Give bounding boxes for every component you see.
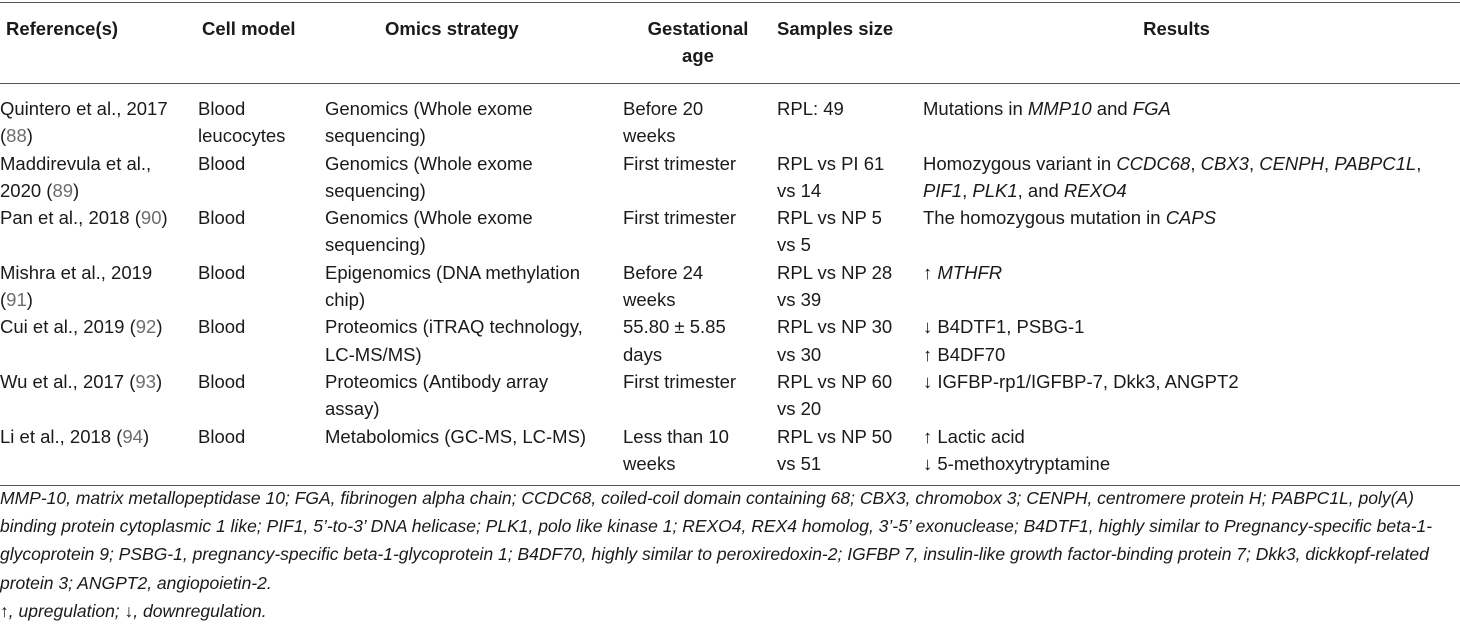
- cell-model-cell: Blood leucocytes: [198, 98, 286, 147]
- header-gestational-age: Gestational age: [623, 2, 773, 84]
- gestational-cell: Before 20 weeks: [623, 98, 704, 147]
- omics-cell: Epigenomics (DNA methylation chip): [325, 261, 580, 311]
- samples-cell: RPL: 49: [777, 98, 844, 119]
- results-cell: Homozygous variant in CCDC68, CBX3, CENP…: [923, 152, 1422, 201]
- gestational-cell: First trimester: [623, 152, 737, 174]
- gestational-cell: 55.80 ± 5.85 days: [623, 316, 726, 365]
- reference-cell: Mishra et al., 2019 (91): [0, 261, 153, 311]
- header-reference: Reference(s): [0, 2, 196, 84]
- reference-link[interactable]: 88: [6, 125, 27, 147]
- reference-link[interactable]: 93: [135, 370, 156, 392]
- gestational-cell: Before 24 weeks: [623, 261, 704, 311]
- omics-cell: Genomics (Whole exome sequencing): [325, 207, 533, 256]
- reference-cell: Maddirevula et al., 2020 (89): [0, 152, 152, 201]
- reference-link[interactable]: 92: [135, 316, 157, 338]
- omics-table: Reference(s) Cell model Omics strategy G…: [0, 2, 1460, 487]
- samples-cell: RPL vs NP 30 vs 30: [777, 316, 893, 365]
- table-row: Li et al., 2018 (94) Blood Metabolomics …: [0, 422, 1460, 487]
- cell-model-cell: Blood: [198, 261, 246, 283]
- omics-cell: Proteomics (Antibody array assay): [325, 370, 549, 420]
- table-row: Cui et al., 2019 (92) Blood Proteomics (…: [0, 313, 1460, 368]
- table-row: Wu et al., 2017 (93) Blood Proteomics (A…: [0, 368, 1460, 423]
- header-cell-model: Cell model: [196, 2, 323, 84]
- omics-cell: Proteomics (iTRAQ technology, LC-MS/MS): [325, 316, 583, 365]
- results-cell: ↓ IGFBP-rp1/IGFBP-7, Dkk3, ANGPT2: [923, 370, 1239, 392]
- header-results: Results: [921, 2, 1460, 84]
- footnote-line: glycoprotein 9; PSBG-1, pregnancy-specif…: [0, 544, 1429, 565]
- table-row: Mishra et al., 2019 (91) Blood Epigenomi…: [0, 259, 1460, 314]
- footnote-line: MMP-10, matrix metallopeptidase 10; FGA,…: [0, 488, 1414, 508]
- results-cell: The homozygous mutation in CAPS: [923, 207, 1217, 229]
- reference-link[interactable]: 91: [6, 289, 27, 311]
- arrow-legend: ↑, upregulation; ↓, downregulation.: [0, 600, 267, 621]
- omics-cell: Genomics (Whole exome sequencing): [325, 152, 533, 201]
- omics-cell: Metabolomics (GC-MS, LC-MS): [323, 422, 623, 487]
- gestational-cell: First trimester: [623, 207, 737, 229]
- header-omics-strategy: Omics strategy: [323, 2, 623, 84]
- header-row: Reference(s) Cell model Omics strategy G…: [0, 2, 1460, 84]
- footnote-line: protein 3; ANGPT2, angiopoietin-2.: [0, 572, 272, 593]
- reference-cell: Li et al., 2018 (94): [0, 422, 196, 487]
- cell-model-cell: Blood: [198, 207, 246, 229]
- table-row: Pan et al., 2018 (90) Blood Genomics (Wh…: [0, 204, 1460, 259]
- cell-model-cell: Blood: [198, 316, 246, 338]
- results-cell: ↑ MTHFR: [923, 261, 1003, 283]
- gestational-cell: First trimester: [623, 370, 737, 392]
- samples-cell: RPL vs NP 50 vs 51: [773, 422, 921, 487]
- gestational-cell: Less than 10 weeks: [623, 422, 773, 487]
- table-row: Quintero et al., 2017 (88) Blood leucocyt…: [0, 84, 1460, 150]
- reference-link[interactable]: 89: [52, 179, 74, 201]
- samples-cell: RPL vs NP 28 vs 39: [777, 261, 893, 311]
- reference-cell: Pan et al., 2018 (90): [0, 207, 168, 229]
- samples-cell: RPL vs NP 60 vs 20: [777, 370, 893, 420]
- samples-cell: RPL vs PI 61 vs 14: [777, 152, 885, 201]
- reference-cell: Wu et al., 2017 (93): [0, 370, 163, 392]
- reference-cell: Quintero et al., 2017 (88): [0, 98, 168, 147]
- samples-cell: RPL vs NP 5 vs 5: [777, 207, 882, 256]
- results-cell: Mutations in MMP10 and FGA: [923, 98, 1171, 119]
- cell-model-cell: Blood: [198, 370, 246, 392]
- reference-link[interactable]: 90: [140, 207, 162, 229]
- header-samples-size: Samples size: [773, 2, 921, 84]
- cell-model-cell: Blood: [196, 422, 323, 487]
- footnote-line: binding protein cytoplasmic 1 like; PIF1…: [0, 516, 1433, 537]
- table-footnote: MMP-10, matrix metallopeptidase 10; FGA,…: [0, 484, 1460, 625]
- results-cell: ↑ Lactic acid ↓ 5-methoxytryptamine: [921, 422, 1460, 487]
- results-cell: ↓ B4DTF1, PSBG-1 ↑ B4DF70: [923, 316, 1085, 365]
- reference-link[interactable]: 94: [122, 425, 143, 447]
- table-row: Maddirevula et al., 2020 (89) Blood Geno…: [0, 150, 1460, 205]
- cell-model-cell: Blood: [198, 152, 246, 174]
- reference-cell: Cui et al., 2019 (92): [0, 316, 163, 338]
- omics-cell: Genomics (Whole exome sequencing): [325, 98, 533, 147]
